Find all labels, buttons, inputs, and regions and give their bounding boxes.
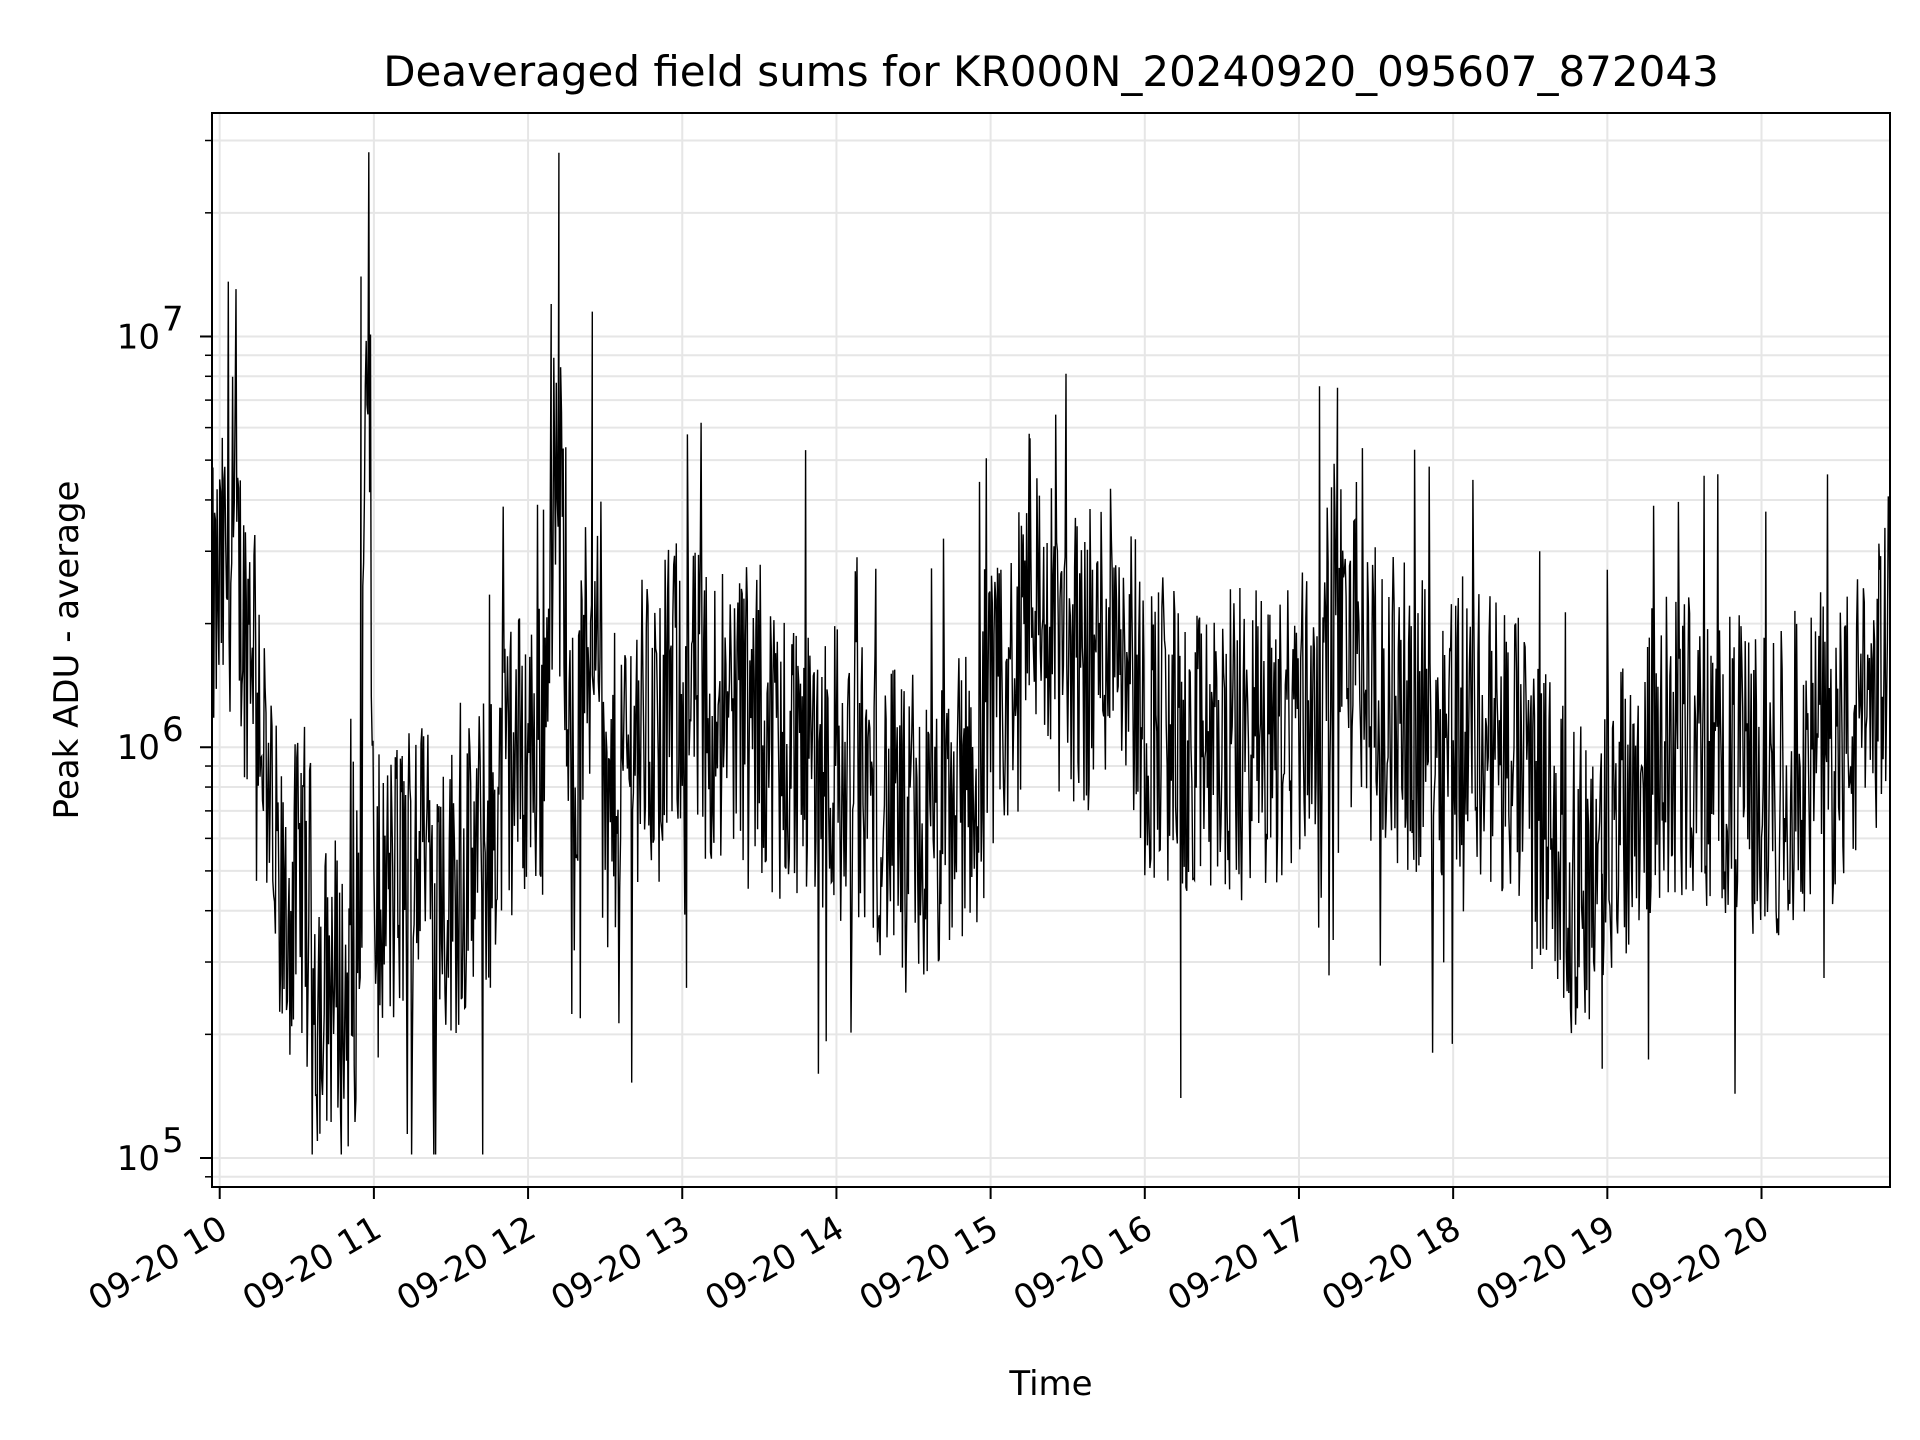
plot-area	[211, 112, 1891, 1188]
x-tick-label: 09-20 12	[390, 1208, 542, 1319]
y-tick-exponent: 6	[162, 710, 184, 750]
y-tick-exponent: 7	[162, 299, 184, 339]
y-axis-title: Peak ADU - average	[47, 481, 87, 820]
y-tick-label: 10	[117, 728, 160, 768]
x-tick-label: 09-20 16	[1007, 1208, 1159, 1319]
x-tick-label: 09-20 17	[1161, 1208, 1313, 1319]
x-axis-title: Time	[1008, 1364, 1092, 1404]
x-tick-label: 09-20 19	[1469, 1208, 1621, 1319]
chart-title: Deaveraged field sums for KR000N_2024092…	[383, 47, 1719, 96]
x-tick-label: 09-20 13	[544, 1208, 696, 1319]
x-tick-label: 09-20 15	[853, 1208, 1005, 1319]
x-tick-label: 09-20 14	[699, 1208, 851, 1319]
x-axis: 09-20 10 09-20 11 09-20 12 09-20 13 09-20 14…	[82, 1187, 1776, 1319]
x-tick-label: 09-20 20	[1624, 1208, 1776, 1319]
x-tick-label: 09-20 18	[1315, 1208, 1467, 1319]
y-tick-label: 10	[117, 317, 160, 357]
x-tick-label: 09-20 11	[236, 1208, 388, 1319]
y-tick-label: 10	[117, 1139, 160, 1179]
series-line	[211, 152, 1891, 1155]
y-tick-exponent: 5	[162, 1121, 184, 1161]
x-tick-label: 09-20 10	[82, 1208, 234, 1319]
